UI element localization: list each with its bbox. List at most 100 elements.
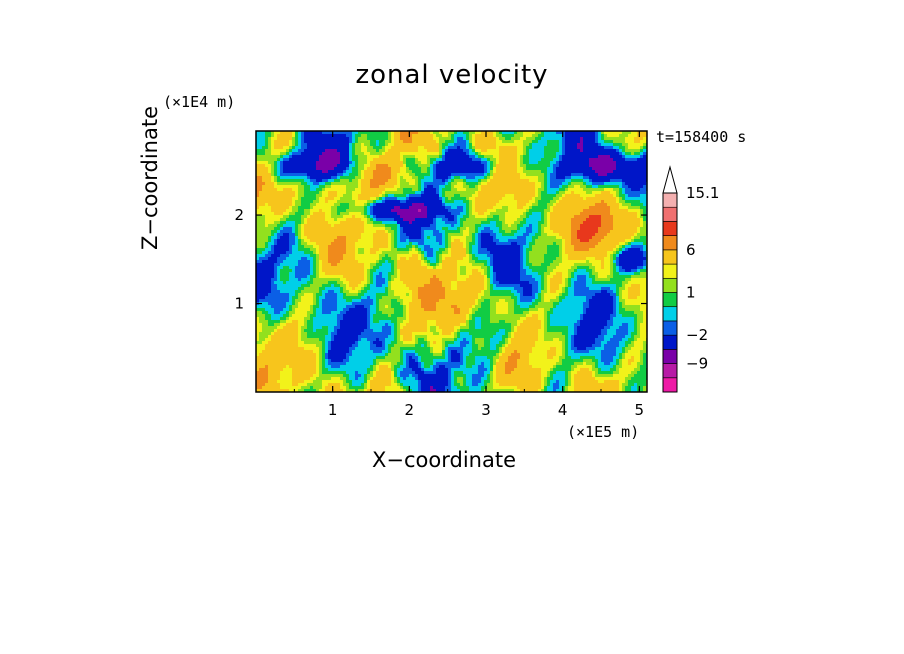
heatmap-cell [355, 140, 359, 144]
heatmap-cell [427, 221, 431, 225]
heatmap-cell [304, 173, 308, 177]
heatmap-cell [517, 179, 521, 183]
heatmap-cell [538, 131, 542, 135]
heatmap-cell [532, 194, 536, 198]
heatmap-cell [337, 203, 341, 207]
heatmap-cell [412, 218, 416, 222]
heatmap-cell [319, 137, 323, 141]
heatmap-cell [427, 155, 431, 159]
heatmap-cell [634, 143, 638, 147]
heatmap-cell [466, 146, 470, 150]
heatmap-cell [295, 206, 299, 210]
heatmap-cell [556, 131, 560, 135]
heatmap-cell [424, 194, 428, 198]
heatmap-cell [295, 197, 299, 201]
heatmap-cell [643, 215, 647, 219]
heatmap-cell [553, 173, 557, 177]
heatmap-cell [322, 233, 326, 237]
heatmap-cell [559, 146, 563, 150]
heatmap-cell [514, 137, 518, 141]
heatmap-cell [415, 218, 419, 222]
heatmap-cell [448, 215, 452, 219]
heatmap-cell [619, 215, 623, 219]
heatmap-cell [379, 233, 383, 237]
heatmap-cell [490, 215, 494, 219]
heatmap-cell [490, 182, 494, 186]
heatmap-cell [487, 230, 491, 234]
heatmap-cell [613, 197, 617, 201]
heatmap-cell [454, 140, 458, 144]
heatmap-cell [595, 188, 599, 192]
heatmap-cell [391, 230, 395, 234]
heatmap-cell [580, 167, 584, 171]
heatmap-cell [487, 131, 491, 135]
heatmap-cell [280, 149, 284, 153]
heatmap-cell [358, 176, 362, 180]
heatmap-cell [607, 233, 611, 237]
heatmap-cell [562, 185, 566, 189]
heatmap-cell [385, 200, 389, 204]
heatmap-cell [439, 173, 443, 177]
heatmap-cell [433, 242, 437, 246]
heatmap-cell [274, 137, 278, 141]
heatmap-cell [604, 179, 608, 183]
heatmap-cell [274, 173, 278, 177]
heatmap-cell [316, 233, 320, 237]
heatmap-cell [496, 233, 500, 237]
heatmap-cell [301, 173, 305, 177]
heatmap-cell [529, 179, 533, 183]
heatmap-cell [559, 215, 563, 219]
heatmap-cell [307, 224, 311, 228]
heatmap-cell [478, 197, 482, 201]
heatmap-cell [589, 146, 593, 150]
heatmap-cell [466, 236, 470, 240]
heatmap-cell [625, 212, 629, 216]
heatmap-cell [325, 215, 329, 219]
heatmap-cell [463, 215, 467, 219]
heatmap-cell [286, 140, 290, 144]
heatmap-cell [610, 233, 614, 237]
heatmap-cell [331, 191, 335, 195]
heatmap-cell [316, 227, 320, 231]
heatmap-cell [304, 218, 308, 222]
heatmap-cell [466, 140, 470, 144]
heatmap-cell [472, 152, 476, 156]
heatmap-cell [259, 230, 263, 234]
heatmap-cell [301, 155, 305, 159]
heatmap-cell [331, 200, 335, 204]
heatmap-cell [544, 158, 548, 162]
heatmap-cell [382, 158, 386, 162]
heatmap-cell [517, 140, 521, 144]
heatmap-cell [328, 206, 332, 210]
heatmap-cell [262, 179, 266, 183]
heatmap-cell [460, 224, 464, 228]
heatmap-cell [259, 176, 263, 180]
heatmap-cell [598, 146, 602, 150]
heatmap-cell [616, 203, 620, 207]
heatmap-cell [559, 239, 563, 243]
heatmap-cell [358, 221, 362, 225]
heatmap-cell [427, 134, 431, 138]
heatmap-cell [418, 176, 422, 180]
heatmap-cell [280, 161, 284, 165]
heatmap-cell [481, 158, 485, 162]
heatmap-cell [604, 191, 608, 195]
heatmap-cell [496, 197, 500, 201]
heatmap-cell [256, 134, 260, 138]
heatmap-cell [640, 182, 644, 186]
heatmap-cell [535, 221, 539, 225]
heatmap-cell [274, 188, 278, 192]
heatmap-cell [370, 155, 374, 159]
heatmap-cell [286, 191, 290, 195]
heatmap-cell [352, 161, 356, 165]
heatmap-cell [571, 191, 575, 195]
heatmap-cell [571, 164, 575, 168]
heatmap-cell [532, 149, 536, 153]
heatmap-cell [265, 131, 269, 135]
heatmap-cell [544, 215, 548, 219]
heatmap-cell [424, 197, 428, 201]
heatmap-cell [619, 230, 623, 234]
heatmap-cell [637, 161, 641, 165]
heatmap-cell [487, 137, 491, 141]
heatmap-cell [571, 197, 575, 201]
